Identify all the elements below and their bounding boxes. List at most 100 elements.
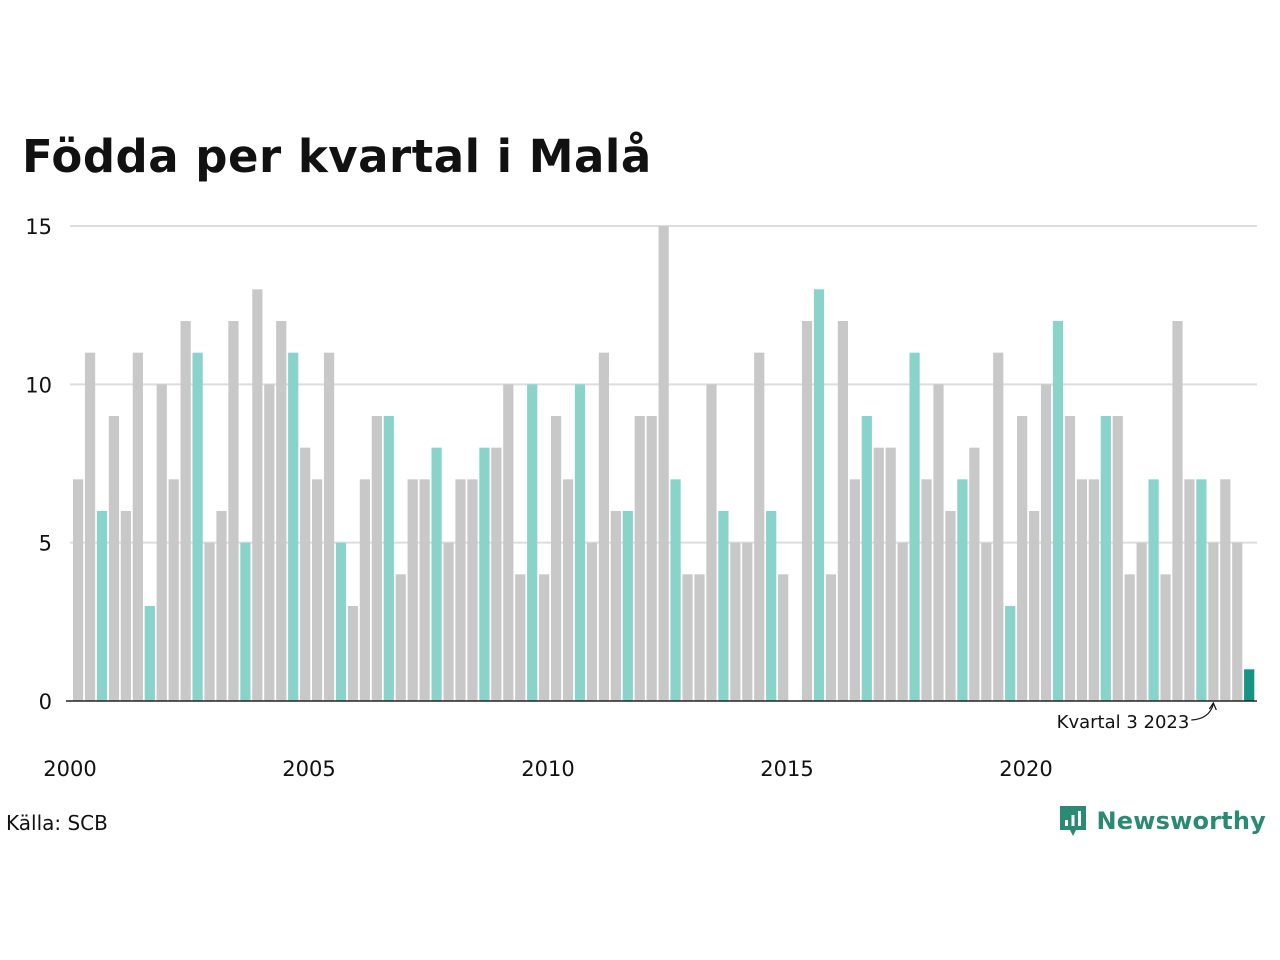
bar: [204, 542, 215, 701]
bar: [658, 226, 669, 701]
bar: [1124, 574, 1135, 701]
bar: [957, 479, 968, 701]
bar: [371, 416, 382, 701]
x-tick-label: 2000: [43, 757, 96, 781]
bar: [383, 416, 394, 701]
bar: [443, 542, 454, 701]
bar: [622, 511, 633, 701]
bar: [682, 574, 693, 701]
bar: [300, 447, 311, 701]
bar: [562, 479, 574, 701]
bar: [754, 352, 765, 701]
bar: [1100, 416, 1111, 701]
annotation-arrowhead: [1208, 701, 1217, 711]
bar: [598, 352, 609, 701]
bar: [288, 352, 299, 701]
bar: [335, 542, 347, 701]
bar: [96, 511, 108, 701]
bar: [634, 416, 645, 701]
y-tick-label: 15: [25, 215, 52, 239]
bar: [407, 479, 418, 701]
bar: [921, 479, 932, 701]
bar: [1052, 321, 1064, 701]
bar: [1136, 542, 1147, 701]
bar: [742, 542, 753, 701]
bar: [359, 479, 370, 701]
bar: [84, 352, 96, 701]
y-tick-label: 0: [39, 690, 52, 714]
bar: [718, 511, 729, 701]
bar: [1220, 479, 1231, 701]
bar: [801, 321, 813, 701]
bar: [395, 574, 406, 701]
bar: [909, 352, 920, 701]
bar: [969, 447, 980, 701]
bar: [491, 447, 502, 701]
bar: [1005, 606, 1016, 701]
bar: [766, 511, 777, 701]
bar: [323, 352, 335, 701]
bar: [610, 511, 621, 701]
bar: [276, 321, 287, 701]
bar: [933, 384, 944, 701]
bar: [132, 352, 143, 701]
bar: [73, 479, 84, 701]
bar: [861, 416, 872, 701]
bar: [813, 289, 825, 701]
newsworthy-logo-icon: [1060, 806, 1087, 836]
bar: [1029, 511, 1040, 701]
y-tick-label: 10: [25, 373, 52, 397]
annotation: Kvartal 3 2023: [1057, 701, 1217, 733]
bar: [479, 447, 490, 701]
brand-name: Newsworthy: [1096, 807, 1266, 835]
bar: [539, 574, 550, 701]
bar: [1017, 416, 1028, 701]
bar: [240, 542, 251, 701]
bar: [825, 574, 837, 701]
bar: [981, 542, 992, 701]
x-tick-label: 2005: [282, 757, 335, 781]
bar: [849, 479, 860, 701]
bar: [1172, 321, 1183, 701]
bar: [1112, 416, 1123, 701]
bar: [515, 574, 526, 701]
bar: [312, 479, 323, 701]
bar: [551, 416, 562, 701]
bar: [467, 479, 478, 701]
x-tick-label: 2020: [999, 757, 1052, 781]
bar: [706, 384, 717, 701]
bar: [455, 479, 466, 701]
bar: [1064, 416, 1076, 701]
bar: [216, 511, 227, 701]
bar: [1208, 542, 1219, 701]
bar: [120, 511, 131, 701]
bar: [885, 447, 896, 701]
bar: [1148, 479, 1159, 701]
bar: [419, 479, 430, 701]
bar: [945, 511, 956, 701]
x-tick-label: 2010: [521, 757, 574, 781]
bar: [1196, 479, 1207, 701]
bar: [156, 384, 167, 701]
bar: [144, 606, 155, 701]
bar: [730, 542, 741, 701]
bar: [646, 416, 657, 701]
bars: [73, 226, 1255, 701]
bar: [431, 447, 442, 701]
y-tick-label: 5: [39, 532, 52, 556]
bar: [527, 384, 538, 701]
annotation-arrow: [1191, 703, 1214, 721]
bar: [503, 384, 514, 701]
bar: [1184, 479, 1195, 701]
bar: [108, 416, 120, 701]
bar: [873, 447, 884, 701]
bar: [228, 321, 239, 701]
bar: [347, 606, 359, 701]
bar: [993, 352, 1004, 701]
bar: [168, 479, 179, 701]
annotation-label: Kvartal 3 2023: [1057, 712, 1190, 733]
bar: [670, 479, 681, 701]
axes: 0 5 10 15 2000 2005 2010 2015 2020: [25, 215, 1257, 781]
source-note: Källa: SCB: [6, 811, 108, 835]
